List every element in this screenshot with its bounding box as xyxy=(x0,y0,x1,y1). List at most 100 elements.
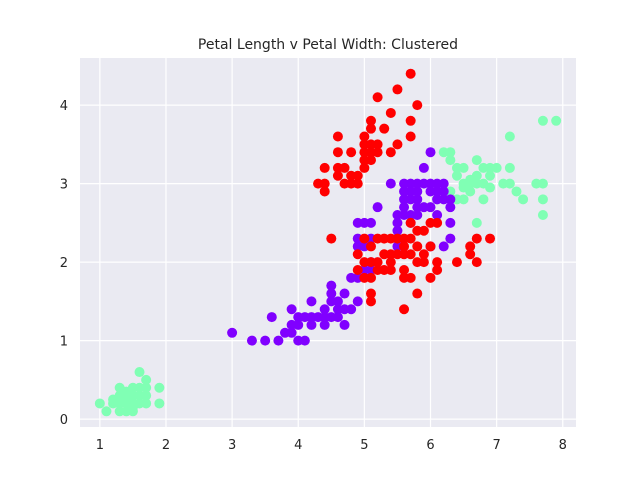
scatter-point-cluster-1 xyxy=(372,202,383,213)
scatter-point-cluster-0 xyxy=(134,367,145,378)
scatter-point-cluster-1 xyxy=(352,296,363,307)
scatter-point-cluster-0 xyxy=(121,394,132,405)
scatter-point-cluster-2 xyxy=(352,249,363,260)
y-tick-label: 1 xyxy=(60,335,68,350)
x-tick-label: 3 xyxy=(228,438,236,453)
scatter-point-cluster-2 xyxy=(412,241,423,252)
scatter-point-cluster-1 xyxy=(432,210,443,221)
scatter-point-cluster-2 xyxy=(432,257,443,268)
x-tick-label: 1 xyxy=(96,438,104,453)
scatter-point-cluster-2 xyxy=(365,123,376,134)
scatter-point-cluster-1 xyxy=(246,335,257,346)
scatter-point-cluster-2 xyxy=(319,186,330,197)
scatter-point-cluster-2 xyxy=(471,257,482,268)
scatter-point-cluster-1 xyxy=(286,327,297,338)
scatter-point-cluster-0 xyxy=(141,382,152,393)
scatter-point-cluster-0 xyxy=(141,374,152,385)
scatter-point-cluster-2 xyxy=(418,249,429,260)
scatter-point-cluster-1 xyxy=(346,304,357,315)
scatter-point-cluster-1 xyxy=(365,217,376,228)
x-tick-label: 7 xyxy=(492,438,500,453)
scatter-point-cluster-2 xyxy=(365,241,376,252)
scatter-point-cluster-2 xyxy=(432,264,443,275)
y-tick-label: 2 xyxy=(60,256,68,271)
scatter-point-cluster-1 xyxy=(299,335,310,346)
scatter-point-cluster-1 xyxy=(306,296,317,307)
scatter-point-cluster-2 xyxy=(365,115,376,126)
scatter-point-cluster-0 xyxy=(471,155,482,166)
scatter-point-cluster-1 xyxy=(332,312,343,323)
scatter-point-cluster-1 xyxy=(385,178,396,189)
scatter-point-cluster-2 xyxy=(412,100,423,111)
scatter-point-cluster-0 xyxy=(537,194,548,205)
scatter-point-cluster-0 xyxy=(551,115,562,126)
scatter-point-cluster-0 xyxy=(141,390,152,401)
scatter-point-cluster-0 xyxy=(491,162,502,173)
scatter-point-cluster-0 xyxy=(537,178,548,189)
scatter-point-cluster-1 xyxy=(266,312,277,323)
scatter-point-cluster-2 xyxy=(372,92,383,103)
scatter-point-cluster-0 xyxy=(465,174,476,185)
scatter-point-cluster-1 xyxy=(260,335,271,346)
scatter-point-cluster-2 xyxy=(372,257,383,268)
scatter-point-cluster-0 xyxy=(504,178,515,189)
scatter-point-cluster-2 xyxy=(352,178,363,189)
scatter-point-cluster-1 xyxy=(339,288,350,299)
x-tick-label: 4 xyxy=(294,438,302,453)
scatter-point-cluster-0 xyxy=(94,398,105,409)
scatter-point-cluster-0 xyxy=(485,182,496,193)
scatter-point-cluster-1 xyxy=(412,186,423,197)
scatter-point-cluster-1 xyxy=(273,335,284,346)
scatter-point-cluster-2 xyxy=(399,304,410,315)
grid-lines xyxy=(80,58,576,427)
scatter-point-cluster-2 xyxy=(405,249,416,260)
scatter-point-cluster-1 xyxy=(445,217,456,228)
scatter-point-cluster-1 xyxy=(286,304,297,315)
scatter-point-cluster-2 xyxy=(405,115,416,126)
scatter-point-cluster-2 xyxy=(352,170,363,181)
scatter-point-cluster-0 xyxy=(127,402,138,413)
scatter-point-cluster-1 xyxy=(418,162,429,173)
scatter-point-cluster-1 xyxy=(445,202,456,213)
scatter-point-cluster-1 xyxy=(332,296,343,307)
scatter-point-cluster-2 xyxy=(418,257,429,268)
scatter-point-cluster-2 xyxy=(359,162,370,173)
scatter-point-cluster-2 xyxy=(372,147,383,158)
scatter-point-cluster-0 xyxy=(458,162,469,173)
scatter-point-cluster-1 xyxy=(319,319,330,330)
scatter-point-cluster-0 xyxy=(141,398,152,409)
scatter-point-cluster-0 xyxy=(471,217,482,228)
scatter-point-cluster-1 xyxy=(293,319,304,330)
scatter-point-cluster-0 xyxy=(451,170,462,181)
scatter-point-cluster-1 xyxy=(352,241,363,252)
scatter-point-cluster-2 xyxy=(385,257,396,268)
chart-title: Petal Length v Petal Width: Clustered xyxy=(198,37,458,53)
scatter-point-cluster-2 xyxy=(405,131,416,142)
scatter-point-cluster-0 xyxy=(458,182,469,193)
scatter-point-cluster-2 xyxy=(465,241,476,252)
scatter-point-cluster-2 xyxy=(332,131,343,142)
x-tick-label: 6 xyxy=(426,438,434,453)
scatter-point-cluster-1 xyxy=(425,147,436,158)
scatter-point-cluster-0 xyxy=(537,210,548,221)
scatter-point-cluster-0 xyxy=(445,147,456,158)
scatter-point-cluster-2 xyxy=(465,249,476,260)
scatter-point-cluster-2 xyxy=(451,257,462,268)
scatter-point-cluster-2 xyxy=(399,264,410,275)
scatter-point-cluster-2 xyxy=(405,217,416,228)
scatter-point-cluster-2 xyxy=(392,139,403,150)
scatter-point-cluster-2 xyxy=(332,147,343,158)
scatter-point-cluster-1 xyxy=(319,304,330,315)
scatter-point-cluster-0 xyxy=(458,194,469,205)
scatter-point-cluster-2 xyxy=(332,170,343,181)
scatter-point-cluster-0 xyxy=(537,115,548,126)
scatter-point-cluster-0 xyxy=(485,170,496,181)
scatter-point-cluster-1 xyxy=(306,319,317,330)
scatter-point-cluster-2 xyxy=(359,233,370,244)
scatter-point-cluster-2 xyxy=(471,233,482,244)
tick-labels: 1 2 3 4 5 6 7 8 0 1 2 3 4 xyxy=(60,99,567,453)
scatter-point-cluster-0 xyxy=(504,162,515,173)
scatter-point-cluster-1 xyxy=(339,319,350,330)
x-tick-label: 2 xyxy=(162,438,170,453)
scatter-point-cluster-0 xyxy=(445,155,456,166)
